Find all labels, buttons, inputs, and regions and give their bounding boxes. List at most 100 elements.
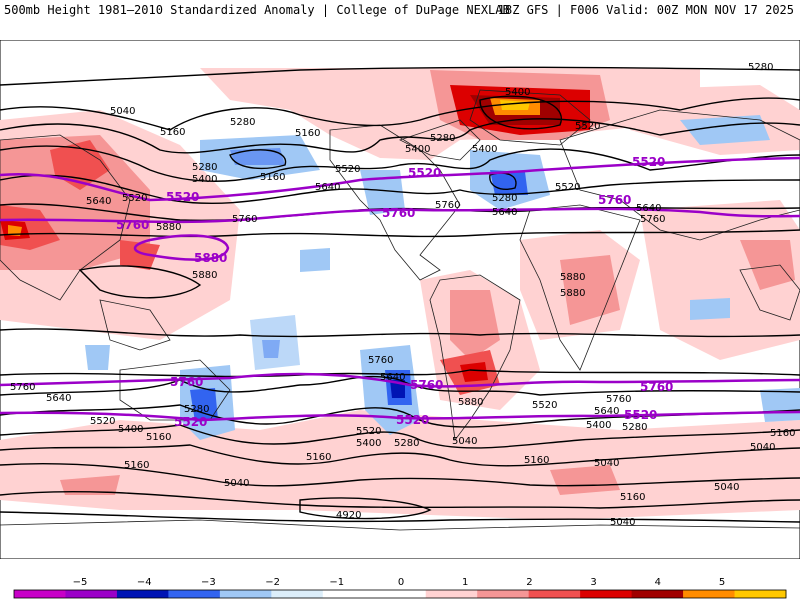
contour-line — [0, 328, 800, 338]
contour-label: 5640 — [380, 372, 405, 383]
anomaly-region — [60, 475, 120, 495]
height-contours — [0, 66, 800, 523]
continent-outline — [398, 119, 481, 161]
anomaly-region — [300, 248, 330, 272]
colorbar-cell — [477, 590, 530, 598]
contour-label: 5880 — [156, 222, 181, 233]
negative-anomaly-shading — [85, 115, 800, 440]
contour-label: 5400 — [505, 87, 530, 98]
contour-label: 5520 — [356, 426, 381, 437]
contour-label: 5760 — [232, 214, 257, 225]
contour-label: 5160 — [124, 460, 149, 471]
contour-line — [0, 511, 800, 523]
anomaly-region — [360, 170, 405, 215]
bold-contour-line — [0, 410, 800, 422]
colorbar-cell — [528, 590, 581, 598]
colorbar-tick-label: 4 — [655, 577, 661, 588]
bold-contour-label: 5520 — [166, 190, 199, 204]
contour-label: 5760 — [368, 355, 393, 366]
continent-outline — [329, 124, 461, 281]
contour-line — [229, 149, 287, 170]
anomaly-region — [550, 465, 620, 495]
anomaly-region — [50, 140, 110, 190]
continent-outline — [739, 264, 800, 321]
contour-label: 5760 — [640, 214, 665, 225]
contour-label: 5040 — [110, 106, 135, 117]
contour-line — [0, 229, 800, 238]
anomaly-region — [760, 388, 800, 422]
bold-contour-label: 5520 — [408, 166, 441, 180]
colorbar-ticks: −5 −4 −3 −2 −1 0 1 2 3 4 5 — [73, 577, 726, 588]
contour-label: 5160 — [770, 428, 795, 439]
anomaly-region — [680, 115, 770, 145]
colorbar-cell — [580, 590, 633, 598]
contour-line — [0, 66, 800, 86]
colorbar-cell — [65, 590, 118, 598]
bold-contour-label: 5880 — [194, 251, 227, 265]
bold-contour-label: 5760 — [170, 375, 203, 389]
colorbar-tick-label: 2 — [526, 577, 532, 588]
anomaly-region — [450, 290, 500, 360]
bold-contour-label: 5520 — [396, 413, 429, 427]
continent-outline — [469, 89, 591, 146]
bold-contour-label: 5760 — [410, 378, 443, 392]
colorbar-tick-label: 3 — [590, 577, 596, 588]
contour-line — [0, 97, 800, 131]
bold-contour-line — [0, 156, 800, 202]
contour-label: 5280 — [492, 193, 517, 204]
anomaly-region — [250, 315, 300, 370]
colorbar-cell — [14, 590, 66, 598]
bold-contour-label: 5520 — [174, 415, 207, 429]
anomaly-region — [230, 148, 285, 165]
colorbar-cell — [322, 590, 375, 598]
continent-outline — [559, 109, 800, 241]
colorbar-tick-label: −2 — [265, 577, 280, 588]
contour-label: 5280 — [394, 438, 419, 449]
contour-line — [0, 174, 800, 205]
contour-label: 5880 — [560, 272, 585, 283]
continent-outline — [99, 299, 171, 351]
anomaly-region — [8, 225, 22, 236]
contour-label: 5760 — [10, 382, 35, 393]
bold-contour-line — [133, 234, 230, 261]
contour-label: 4920 — [336, 510, 361, 521]
colorbar-tick-label: −5 — [73, 577, 88, 588]
contour-label: 5280 — [430, 133, 455, 144]
contour-label: 5520 — [122, 193, 147, 204]
anomaly-region — [190, 388, 218, 422]
colorbar-cell — [374, 590, 427, 598]
colorbar-cell — [271, 590, 324, 598]
contour-label: 5280 — [192, 162, 217, 173]
contour-label: 5520 — [90, 416, 115, 427]
colorbar-cell — [683, 590, 736, 598]
colorbar: −5 −4 −3 −2 −1 0 1 2 3 4 5 — [0, 570, 800, 600]
contour-label: 5640 — [86, 196, 111, 207]
contour-line — [0, 444, 800, 467]
bold-contour-label: 5760 — [116, 218, 149, 232]
contour-label: 5040 — [610, 517, 635, 528]
continent-outline — [0, 134, 131, 301]
contour-label: 5640 — [315, 182, 340, 193]
bold-contour-label: 5520 — [624, 408, 657, 422]
contour-label: 5160 — [524, 455, 549, 466]
map-title: 500mb Height 1981–2010 Standardized Anom… — [4, 3, 510, 17]
contour-line — [0, 462, 800, 487]
contour-line — [0, 369, 800, 378]
contour-label: 5400 — [405, 144, 430, 155]
contour-label: 5400 — [192, 174, 217, 185]
anomaly-region — [85, 345, 110, 370]
contour-label: 5040 — [594, 458, 619, 469]
contour-label: 5280 — [184, 404, 209, 415]
contour-line — [0, 145, 800, 182]
colorbar-tick-label: 1 — [462, 577, 468, 588]
bold-contour-label: 5760 — [382, 206, 415, 220]
contour-label: 5880 — [560, 288, 585, 299]
contour-line — [479, 95, 562, 130]
contour-label: 5520 — [335, 164, 360, 175]
contour-label: 5640 — [46, 393, 71, 404]
anomaly-region — [460, 362, 488, 382]
anomaly-region — [690, 298, 730, 320]
contour-line — [0, 424, 800, 449]
anomaly-region — [740, 240, 795, 290]
colorbar-tick-label: −4 — [137, 577, 152, 588]
